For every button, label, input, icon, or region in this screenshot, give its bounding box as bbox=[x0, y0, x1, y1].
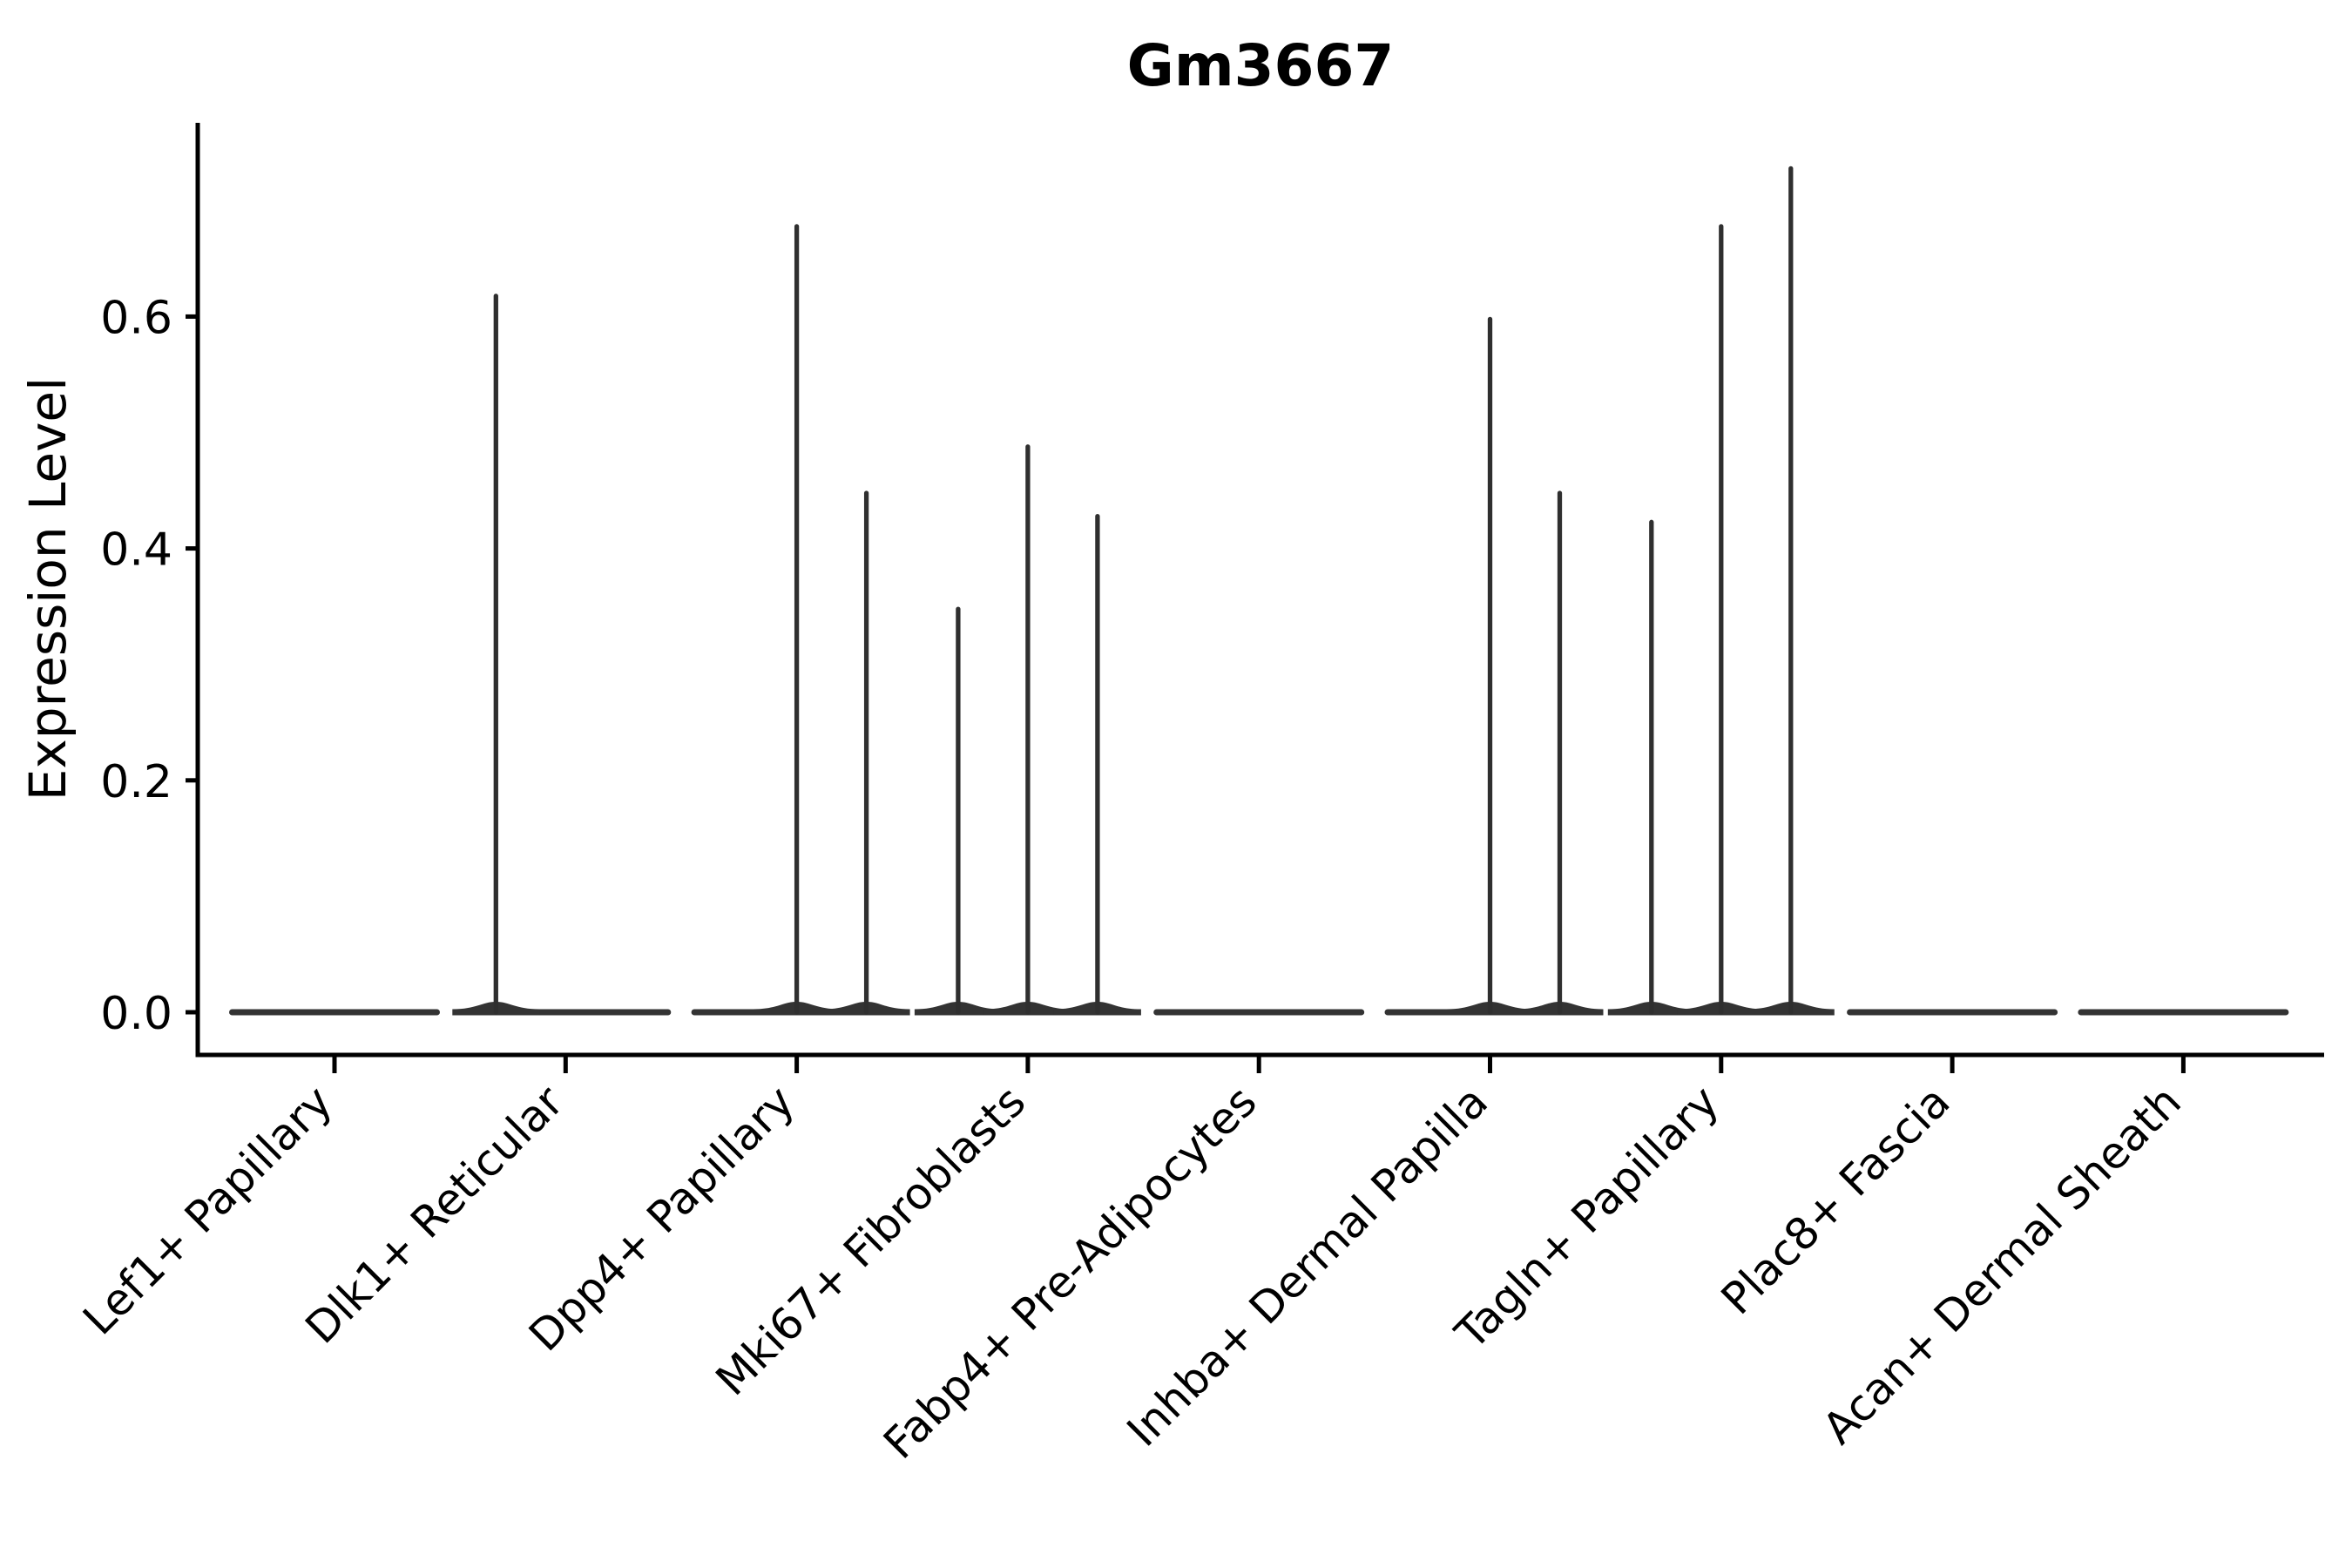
violin-body-0 bbox=[229, 1009, 440, 1016]
y-axis-label: Expression Level bbox=[18, 377, 78, 801]
x-category-label-4: Fabp4+ Pre-Adipocytes bbox=[874, 1076, 1267, 1469]
x-category-label-7: Plac8+ Fascia bbox=[1712, 1076, 1960, 1324]
chart-title: Gm3667 bbox=[1127, 32, 1395, 99]
violin-body-7 bbox=[1847, 1009, 2058, 1016]
y-tick-label-0.6: 0.6 bbox=[100, 292, 172, 344]
violin-body-4 bbox=[1153, 1009, 1365, 1016]
y-tick-label-0.2: 0.2 bbox=[100, 756, 172, 808]
violin-body-8 bbox=[2078, 1009, 2289, 1016]
y-tick-label-0.4: 0.4 bbox=[100, 524, 172, 577]
x-category-label-0: Lef1+ Papillary bbox=[73, 1076, 341, 1344]
y-tick-label-0.0: 0.0 bbox=[100, 988, 172, 1040]
